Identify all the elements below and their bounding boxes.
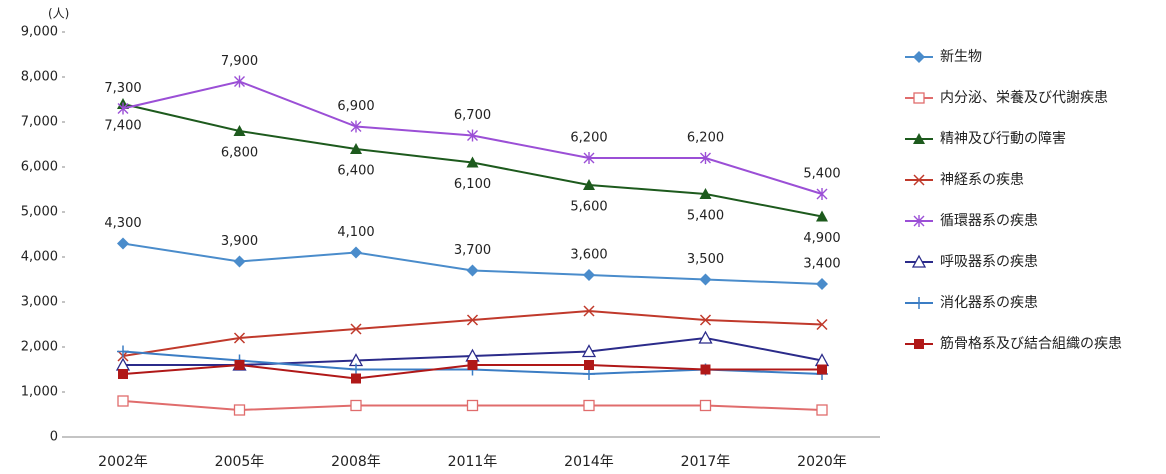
data-point <box>583 305 595 317</box>
data-label: 5,400 <box>803 167 840 182</box>
data-point <box>466 264 479 277</box>
y-tick-label: 4,000 <box>21 250 58 265</box>
data-point <box>467 129 478 142</box>
data-label: 6,800 <box>221 146 258 161</box>
data-point <box>699 314 712 326</box>
legend-label: 循環器系の疾患 <box>940 213 1038 229</box>
legend-marker <box>913 51 925 63</box>
data-point <box>350 246 362 259</box>
data-label: 7,300 <box>104 81 141 96</box>
legend-label: 消化器系の疾患 <box>940 295 1038 311</box>
data-point <box>816 210 828 222</box>
x-tick-label: 2002年 <box>98 454 148 470</box>
data-point <box>700 152 711 164</box>
y-tick-label: 8,000 <box>21 70 58 85</box>
data-label: 4,900 <box>803 231 840 246</box>
data-point <box>233 404 246 416</box>
legend-marker <box>914 339 924 349</box>
y-tick-label: 5,000 <box>21 205 58 220</box>
data-point <box>583 399 595 412</box>
y-tick-label: 6,000 <box>21 160 58 175</box>
data-point <box>698 330 713 344</box>
x-tick-label: 2017年 <box>681 454 731 470</box>
y-unit: (人) <box>48 7 69 21</box>
data-point <box>583 152 595 164</box>
data-label: 3,600 <box>570 248 607 263</box>
data-point <box>234 75 245 88</box>
data-point <box>118 369 128 379</box>
data-label: 6,200 <box>570 131 607 146</box>
data-point <box>816 188 828 200</box>
data-point <box>583 179 595 190</box>
legend-marker <box>913 133 925 144</box>
legend-label: 筋骨格系及び結合組織の疾患 <box>940 335 1122 352</box>
x-tick-label: 2014年 <box>564 454 614 470</box>
data-point <box>817 364 827 375</box>
data-label: 3,400 <box>803 257 840 272</box>
y-tick-label: 1,000 <box>21 385 58 400</box>
data-point <box>816 278 828 290</box>
data-label: 4,300 <box>104 216 141 231</box>
y-tick-label: 2,000 <box>21 340 58 355</box>
legend-label: 精神及び行動の障害 <box>940 131 1066 147</box>
data-label: 5,600 <box>570 200 607 215</box>
legend-marker <box>913 92 925 104</box>
data-point <box>466 399 479 412</box>
data-point <box>816 404 828 416</box>
data-point <box>584 360 594 370</box>
data-point <box>699 188 712 199</box>
legend-marker <box>913 215 925 227</box>
data-point <box>581 344 597 358</box>
data-point <box>350 120 362 133</box>
data-point <box>466 156 479 168</box>
x-tick-label: 2008年 <box>331 454 381 470</box>
data-point <box>233 332 246 344</box>
data-point <box>699 273 712 286</box>
legend-marker <box>913 174 925 186</box>
data-point <box>350 399 362 412</box>
data-point <box>117 237 129 250</box>
legend-label: 内分泌、栄養及び代謝疾患 <box>940 89 1108 106</box>
legend-label: 新生物 <box>940 49 982 65</box>
data-label: 7,900 <box>221 54 258 69</box>
data-point <box>699 399 712 412</box>
y-tick-label: 0 <box>50 430 58 445</box>
x-tick-label: 2011年 <box>448 454 498 470</box>
data-point <box>583 269 595 281</box>
data-point <box>816 318 828 331</box>
data-point <box>350 143 362 154</box>
legend-marker <box>913 297 925 309</box>
legend-label: 神経系の疾患 <box>940 172 1024 188</box>
data-point <box>234 360 245 370</box>
data-point <box>467 360 478 370</box>
data-point <box>233 255 246 268</box>
data-label: 6,400 <box>337 164 374 179</box>
data-point <box>117 102 129 115</box>
data-label: 3,900 <box>221 234 258 249</box>
data-point <box>700 364 711 375</box>
data-label: 6,700 <box>454 108 491 123</box>
data-label: 5,400 <box>687 209 724 224</box>
data-point <box>117 345 129 358</box>
data-label: 6,200 <box>687 131 724 146</box>
legend-marker <box>911 254 927 268</box>
y-tick-label: 3,000 <box>21 295 58 310</box>
y-tick-label: 7,000 <box>21 115 58 130</box>
y-tick-label: 9,000 <box>21 25 58 40</box>
data-label: 4,100 <box>337 225 374 240</box>
data-point <box>466 314 479 326</box>
data-label: 7,400 <box>104 119 141 134</box>
legend-label: 呼吸器系の疾患 <box>940 254 1038 270</box>
data-label: 3,700 <box>454 243 491 258</box>
x-tick-label: 2020年 <box>797 454 847 470</box>
data-label: 6,100 <box>454 177 491 192</box>
data-point <box>351 373 361 384</box>
data-label: 3,500 <box>687 252 724 267</box>
data-label: 6,900 <box>337 99 374 114</box>
data-point <box>350 323 362 335</box>
data-point <box>117 395 129 407</box>
data-point <box>233 125 246 136</box>
x-tick-label: 2005年 <box>215 454 265 470</box>
